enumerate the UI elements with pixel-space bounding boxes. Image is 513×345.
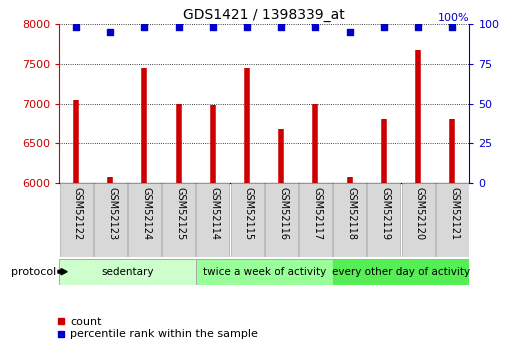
Bar [60,183,93,257]
Text: GSM52123: GSM52123 [107,187,117,240]
Text: GSM52116: GSM52116 [278,187,288,239]
Text: 100%: 100% [438,12,469,22]
Title: GDS1421 / 1398339_at: GDS1421 / 1398339_at [183,8,345,22]
Bar [128,183,161,257]
Bar [196,259,332,285]
Text: GSM52124: GSM52124 [141,187,151,240]
Bar [333,183,366,257]
Bar [367,183,401,257]
Text: protocol: protocol [11,267,56,277]
Bar [436,183,469,257]
Text: GSM52121: GSM52121 [449,187,459,240]
Text: GSM52119: GSM52119 [381,187,390,239]
Text: GSM52125: GSM52125 [175,187,185,240]
Text: twice a week of activity: twice a week of activity [203,267,326,277]
Bar [332,259,469,285]
Bar [162,183,195,257]
Point [414,24,422,30]
Bar [402,183,435,257]
Text: GSM52118: GSM52118 [346,187,357,239]
Text: sedentary: sedentary [101,267,154,277]
Point [106,29,114,35]
Text: GSM52117: GSM52117 [312,187,322,240]
Text: every other day of activity: every other day of activity [332,267,470,277]
Bar [265,183,298,257]
Point [141,24,149,30]
Legend: count, percentile rank within the sample: count, percentile rank within the sample [57,317,258,339]
Bar [59,259,196,285]
Text: GSM52114: GSM52114 [210,187,220,239]
Text: GSM52120: GSM52120 [415,187,425,240]
Point [380,24,388,30]
Bar [299,183,332,257]
Point [346,29,354,35]
Text: GSM52115: GSM52115 [244,187,254,240]
Text: GSM52122: GSM52122 [73,187,83,240]
Point [243,24,251,30]
Bar [230,183,264,257]
Bar [196,183,229,257]
Point [277,24,285,30]
Point [72,24,80,30]
Bar [94,183,127,257]
Point [174,24,183,30]
Point [448,24,457,30]
Point [209,24,217,30]
Point [311,24,320,30]
